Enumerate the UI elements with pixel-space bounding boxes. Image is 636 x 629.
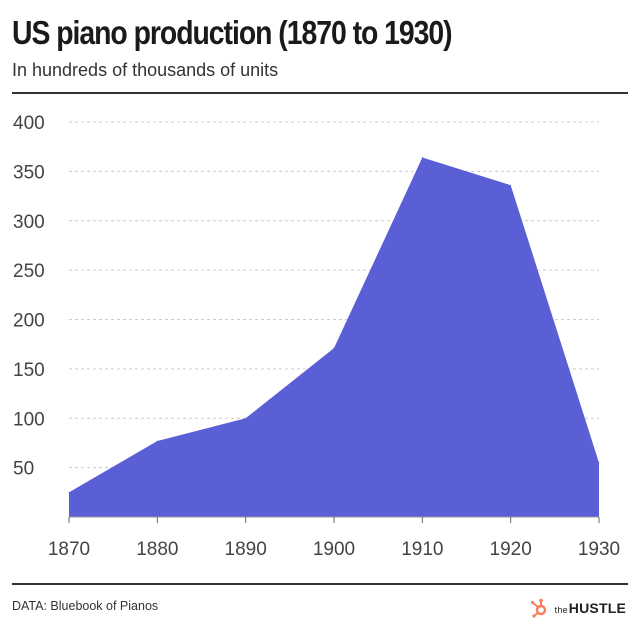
x-tick-label: 1930: [578, 539, 620, 560]
plot-area: [68, 157, 600, 518]
y-tick-label: 350: [13, 162, 45, 183]
brand-name: HUSTLE: [568, 600, 626, 616]
y-tick-label: 300: [13, 212, 45, 233]
y-tick-label: 50: [13, 459, 34, 480]
y-axis: 400 350 300 250 200 150 100 50: [13, 113, 45, 480]
chart-subtitle: In hundreds of thousands of units: [12, 60, 279, 80]
x-tick-label: 1880: [136, 539, 178, 560]
data-point: [156, 440, 158, 442]
top-divider: [12, 92, 628, 94]
y-tick-label: 400: [13, 113, 45, 134]
x-tick-label: 1890: [225, 539, 267, 560]
production-area: [69, 157, 599, 518]
data-point: [598, 462, 600, 464]
data-point: [421, 157, 423, 159]
data-point: [68, 491, 70, 493]
y-tick-label: 100: [13, 409, 45, 430]
x-tick-label: 1900: [313, 539, 355, 560]
data-point: [333, 347, 335, 349]
brand-logo: theHUSTLE: [529, 598, 626, 618]
chart-title: US piano production (1870 to 1930): [12, 14, 453, 51]
brand-wordmark: theHUSTLE: [555, 600, 626, 616]
data-point: [510, 184, 512, 186]
bottom-divider: [12, 583, 628, 585]
x-tick-label: 1910: [401, 539, 443, 560]
x-tick-label: 1870: [48, 539, 90, 560]
y-tick-label: 250: [13, 261, 45, 282]
data-point: [245, 417, 247, 419]
x-tick-label: 1920: [490, 539, 532, 560]
x-axis: 1870 1880 1890 1900 1910 1920 1930: [48, 516, 620, 560]
hubspot-sprocket-icon: [530, 598, 546, 618]
y-tick-label: 200: [13, 311, 45, 332]
brand-prefix: the: [554, 605, 568, 615]
data-source: DATA: Bluebook of Pianos: [12, 599, 159, 613]
y-tick-label: 150: [13, 360, 45, 381]
